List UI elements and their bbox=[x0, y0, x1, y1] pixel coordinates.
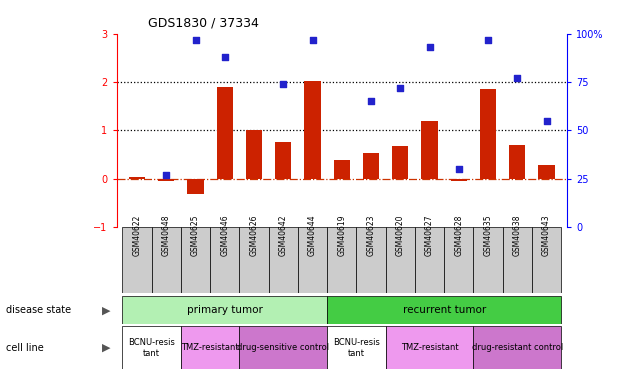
FancyBboxPatch shape bbox=[444, 227, 473, 292]
Bar bbox=[275, 142, 291, 178]
FancyBboxPatch shape bbox=[415, 227, 444, 292]
Bar bbox=[539, 165, 554, 178]
FancyBboxPatch shape bbox=[239, 227, 268, 292]
FancyBboxPatch shape bbox=[532, 227, 561, 292]
Bar bbox=[363, 153, 379, 178]
FancyBboxPatch shape bbox=[210, 227, 239, 292]
FancyBboxPatch shape bbox=[327, 296, 561, 324]
Bar bbox=[509, 145, 525, 178]
Text: GSM40627: GSM40627 bbox=[425, 215, 434, 256]
Text: primary tumor: primary tumor bbox=[187, 305, 263, 315]
Text: GSM40646: GSM40646 bbox=[220, 215, 229, 256]
Text: disease state: disease state bbox=[6, 305, 71, 315]
Text: GSM40619: GSM40619 bbox=[337, 215, 346, 256]
Point bbox=[220, 54, 230, 60]
Bar bbox=[450, 178, 467, 180]
Text: GSM40644: GSM40644 bbox=[308, 215, 317, 256]
Bar bbox=[188, 178, 203, 194]
Point bbox=[161, 172, 171, 178]
Text: TMZ-resistant: TMZ-resistant bbox=[401, 344, 459, 352]
Text: cell line: cell line bbox=[6, 343, 44, 353]
FancyBboxPatch shape bbox=[181, 326, 239, 369]
Bar bbox=[421, 121, 438, 178]
FancyBboxPatch shape bbox=[181, 227, 210, 292]
Point bbox=[366, 98, 376, 104]
FancyBboxPatch shape bbox=[386, 326, 473, 369]
Point bbox=[542, 118, 552, 124]
Text: GDS1830 / 37334: GDS1830 / 37334 bbox=[148, 17, 259, 30]
Point bbox=[190, 36, 200, 42]
FancyBboxPatch shape bbox=[327, 227, 357, 292]
Bar bbox=[246, 130, 262, 178]
FancyBboxPatch shape bbox=[503, 227, 532, 292]
Bar bbox=[217, 87, 233, 178]
Bar bbox=[480, 89, 496, 178]
Text: GSM40642: GSM40642 bbox=[279, 215, 288, 256]
Text: GSM40625: GSM40625 bbox=[191, 215, 200, 256]
Text: GSM40622: GSM40622 bbox=[132, 215, 142, 256]
Text: drug-sensitive control: drug-sensitive control bbox=[238, 344, 329, 352]
FancyBboxPatch shape bbox=[122, 326, 181, 369]
Bar bbox=[304, 81, 321, 178]
Point bbox=[454, 166, 464, 172]
Point bbox=[278, 81, 289, 87]
FancyBboxPatch shape bbox=[268, 227, 298, 292]
FancyBboxPatch shape bbox=[152, 227, 181, 292]
Text: GSM40620: GSM40620 bbox=[396, 215, 405, 256]
Bar bbox=[158, 178, 175, 180]
Point bbox=[395, 85, 405, 91]
Point bbox=[307, 36, 318, 42]
FancyBboxPatch shape bbox=[357, 227, 386, 292]
Text: ▶: ▶ bbox=[102, 305, 110, 315]
Text: GSM40638: GSM40638 bbox=[513, 215, 522, 256]
FancyBboxPatch shape bbox=[473, 326, 561, 369]
Text: drug-resistant control: drug-resistant control bbox=[472, 344, 563, 352]
Text: GSM40648: GSM40648 bbox=[162, 215, 171, 256]
Text: BCNU-resis
tant: BCNU-resis tant bbox=[333, 338, 380, 357]
FancyBboxPatch shape bbox=[298, 227, 327, 292]
FancyBboxPatch shape bbox=[239, 326, 327, 369]
Text: BCNU-resis
tant: BCNU-resis tant bbox=[129, 338, 175, 357]
Text: ▶: ▶ bbox=[102, 343, 110, 353]
Point bbox=[483, 36, 493, 42]
Text: GSM40623: GSM40623 bbox=[367, 215, 375, 256]
Bar bbox=[334, 160, 350, 178]
Text: TMZ-resistant: TMZ-resistant bbox=[181, 344, 239, 352]
FancyBboxPatch shape bbox=[386, 227, 415, 292]
Text: GSM40643: GSM40643 bbox=[542, 215, 551, 256]
Text: recurrent tumor: recurrent tumor bbox=[403, 305, 486, 315]
Text: GSM40628: GSM40628 bbox=[454, 215, 463, 256]
FancyBboxPatch shape bbox=[122, 296, 327, 324]
FancyBboxPatch shape bbox=[327, 326, 386, 369]
Text: GSM40635: GSM40635 bbox=[484, 215, 493, 256]
Point bbox=[425, 44, 435, 50]
FancyBboxPatch shape bbox=[473, 227, 503, 292]
Bar bbox=[129, 177, 145, 178]
Bar bbox=[392, 146, 408, 178]
Point bbox=[512, 75, 522, 81]
Text: GSM40626: GSM40626 bbox=[249, 215, 258, 256]
FancyBboxPatch shape bbox=[122, 227, 152, 292]
